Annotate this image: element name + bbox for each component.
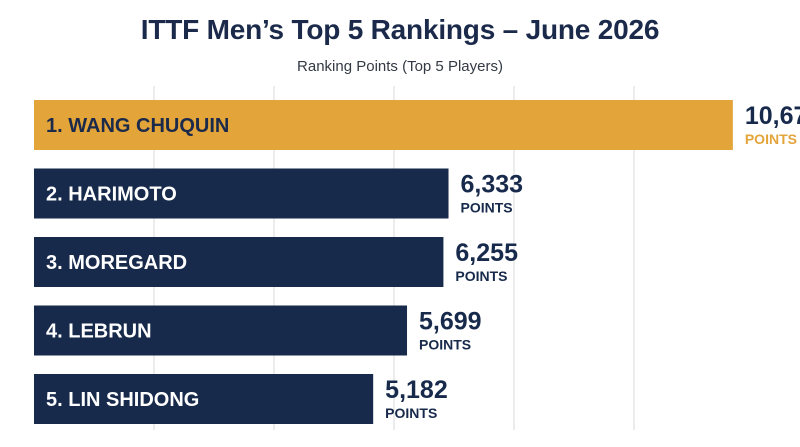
chart-subtitle: Ranking Points (Top 5 Players) (297, 58, 503, 75)
bar (34, 374, 374, 424)
bar-unit-label: POINTS (455, 268, 507, 284)
bar-unit-label: POINTS (461, 200, 513, 216)
bar-category-label: 1. WANG CHUQUIN (46, 115, 229, 137)
bar (34, 168, 449, 219)
bar-category-label: 4. LEBRUN (46, 321, 152, 343)
bar-category-label: 2. HARIMOTO (46, 184, 177, 206)
bar-value-label: 5,182 (385, 376, 448, 404)
bar-value-label: 6,333 (461, 171, 524, 199)
bar-value-label: 6,255 (455, 239, 518, 267)
bar-unit-label: POINTS (419, 337, 471, 353)
chart-title: ITTF Men’s Top 5 Rankings – June 2026 (140, 14, 660, 45)
bar (34, 305, 408, 356)
bar-category-label: 3. MOREGARD (46, 252, 187, 274)
bar-value-label: 5,699 (419, 308, 482, 336)
bar-unit-label: POINTS (745, 131, 797, 147)
bar-category-label: 5. LIN SHIDONG (46, 389, 199, 411)
bar (34, 237, 444, 287)
bar-value-label: 10,677 (745, 102, 800, 130)
bar-unit-label: POINTS (385, 405, 437, 421)
bar (34, 100, 733, 150)
